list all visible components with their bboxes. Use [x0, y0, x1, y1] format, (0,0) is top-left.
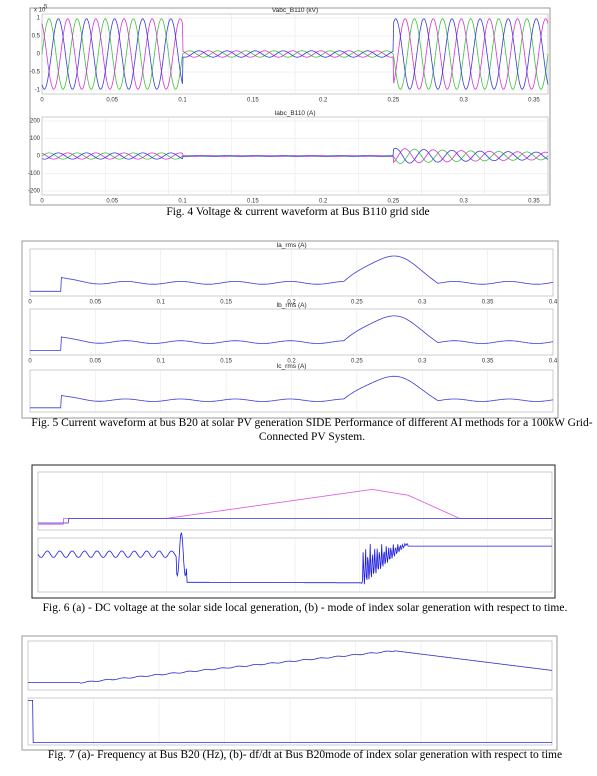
caption-line: Connected PV System. [259, 431, 365, 443]
panel-title: Ic_rms (A) [277, 363, 307, 370]
x-tick-label: 0.35 [482, 300, 494, 306]
x-tick-label: 0 [40, 98, 44, 104]
y-tick-label: -0.5 [30, 70, 41, 76]
waveform [41, 148, 549, 164]
caption-line: Fig. 5 Current waveform at bus B20 at so… [31, 417, 592, 429]
x-tick-label: 0.05 [106, 98, 118, 104]
y-tick-label: 200 [30, 119, 41, 125]
waveform [41, 18, 549, 90]
x-tick-label: 0.4 [549, 359, 558, 365]
x-tick-label: 0 [28, 300, 32, 306]
x-tick-label: 0.1 [157, 359, 166, 365]
waveform [30, 255, 554, 292]
figure-caption: Fig. 5 Current waveform at bus B20 at so… [31, 417, 592, 443]
x-tick-label: 0.25 [388, 98, 400, 104]
panel-title: Ia_rms (A) [276, 242, 306, 249]
x-tick-label: 0.05 [90, 300, 102, 306]
x-tick-label: 0.15 [220, 359, 232, 365]
x-tick-label: 0.1 [178, 199, 187, 205]
x-tick-label: 0.3 [459, 98, 468, 104]
waveform [37, 532, 552, 585]
x-tick-label: 0.2 [319, 98, 328, 104]
x-tick-label: 0.1 [178, 98, 187, 104]
x-tick-label: 0.35 [528, 199, 540, 205]
y-tick-label: 100 [30, 136, 41, 142]
y-tick-label: 1 [37, 16, 41, 22]
y-tick-label: -1 [35, 88, 41, 94]
x-tick-label: 0.05 [106, 199, 118, 205]
y-tick-label: -100 [28, 171, 41, 177]
y-tick-label: 0 [37, 154, 41, 160]
x-tick-label: 0.2 [287, 300, 296, 306]
panel-title: Iabc_B110 (A) [274, 110, 315, 117]
x-tick-label: 0.35 [482, 359, 494, 365]
exponent: x 10 [34, 8, 46, 14]
panel-title: Vabc_B110 (kV) [272, 7, 318, 14]
x-tick-label: 0.3 [418, 359, 427, 365]
exponent-power: 5 [44, 5, 48, 11]
waveform [38, 518, 552, 524]
waveform [28, 700, 552, 743]
waveform [30, 315, 554, 351]
x-tick-label: 0.15 [247, 98, 259, 104]
x-tick-label: 0.15 [220, 300, 232, 306]
waveform [30, 375, 553, 409]
x-tick-label: 0.1 [157, 300, 166, 306]
y-tick-label: 0.5 [32, 34, 41, 40]
y-tick-label: -200 [28, 189, 41, 195]
y-tick-label: 0 [37, 52, 41, 58]
figure-caption: Fig. 7 (a)- Frequency at Bus B20 (Hz), (… [48, 749, 562, 761]
x-tick-label: 0.05 [90, 359, 102, 365]
waveform [28, 650, 553, 684]
waveform [41, 147, 549, 164]
x-tick-label: 0.2 [319, 199, 328, 205]
figure-caption: Fig. 4 Voltage & current waveform at Bus… [166, 206, 429, 218]
x-tick-label: 0 [40, 199, 44, 205]
x-tick-label: 0.25 [351, 359, 363, 365]
x-tick-label: 0.15 [247, 199, 259, 205]
x-tick-label: 0.35 [528, 98, 540, 104]
x-tick-label: 0 [28, 359, 32, 365]
panel-title: Ib_rms (A) [276, 302, 306, 309]
x-tick-label: 0.2 [287, 359, 296, 365]
waveform [41, 18, 549, 90]
x-tick-label: 0.3 [459, 199, 468, 205]
figure-caption: Fig. 6 (a) - DC voltage at the solar sid… [43, 602, 568, 614]
x-tick-label: 0.25 [351, 300, 363, 306]
x-tick-label: 0.3 [418, 300, 427, 306]
waveform [41, 18, 549, 90]
x-tick-label: 0.25 [388, 199, 400, 205]
x-tick-label: 0.4 [549, 300, 558, 306]
